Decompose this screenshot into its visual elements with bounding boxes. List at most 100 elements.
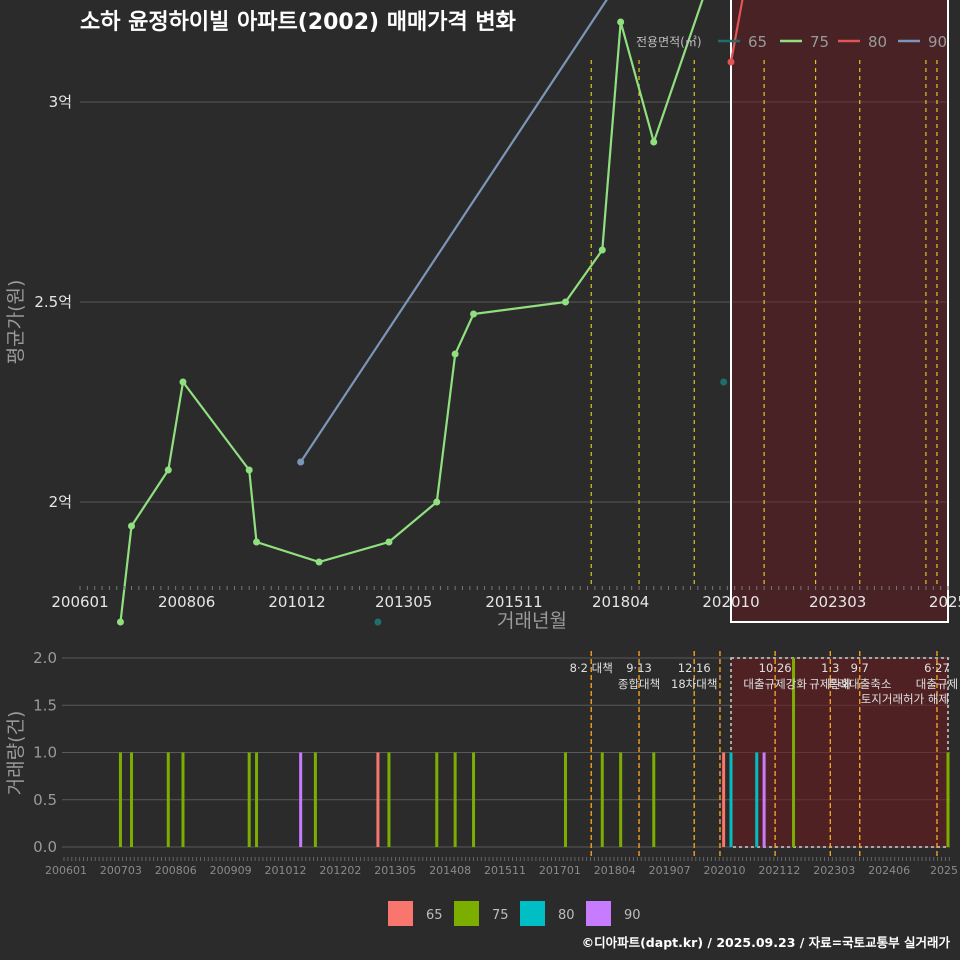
policy-label: 9·13 xyxy=(626,661,652,675)
bar-80 xyxy=(729,752,733,847)
bar-75 xyxy=(946,752,950,847)
top-x-tick-label: 2025 xyxy=(929,593,960,611)
series-80-line xyxy=(729,0,744,63)
bottom-y-axis-title: 거래량(건) xyxy=(5,711,27,796)
series-75-point xyxy=(164,466,172,474)
bar-75 xyxy=(387,752,391,847)
policy-label: 종합대책 xyxy=(618,677,660,691)
series-75-point xyxy=(470,310,478,318)
bottom-y-tick-label: 2.0 xyxy=(33,649,57,667)
top-x-tick-label: 201804 xyxy=(592,593,649,611)
bottom-legend-swatch-90 xyxy=(586,901,611,926)
series-75-point xyxy=(598,246,606,254)
series-75-point xyxy=(315,558,323,566)
policy-label: 특례대출축소 xyxy=(828,677,891,691)
policy-label: 9·7 xyxy=(851,661,869,675)
bar-80 xyxy=(755,752,759,847)
bottom-legend-swatch-75 xyxy=(454,901,479,926)
legend-label-90: 90 xyxy=(928,33,947,51)
bottom-legend-swatch-80 xyxy=(520,901,545,926)
bar-75 xyxy=(472,752,476,847)
series-90-point xyxy=(297,458,305,466)
top-y-axis-title: 평균가(원) xyxy=(5,280,27,365)
bottom-legend-swatch-65 xyxy=(388,901,413,926)
bottom-x-tick-label: 201907 xyxy=(649,864,691,877)
policy-label: 10·26 xyxy=(759,661,792,675)
bar-75 xyxy=(435,752,439,847)
bottom-x-tick-label: 201408 xyxy=(429,864,471,877)
top-x-axis-title: 거래년월 xyxy=(497,610,567,632)
legend-title: 전용면적(㎡) xyxy=(636,35,702,49)
policy-label: 6·27 xyxy=(924,661,950,675)
bar-75 xyxy=(129,752,133,847)
top-x-tick-label: 201305 xyxy=(375,593,432,611)
bottom-bars xyxy=(118,658,950,847)
bottom-legend-label-75: 75 xyxy=(492,908,509,923)
top-highlight-region xyxy=(730,0,949,623)
series-75-point xyxy=(385,538,393,546)
series-90-line xyxy=(299,0,608,463)
bar-90 xyxy=(299,752,303,847)
bottom-x-tick-label: 201305 xyxy=(374,864,416,877)
legend-label-65: 65 xyxy=(748,33,767,51)
policy-label: 12·16 xyxy=(678,661,711,675)
bottom-x-tick-label: 201701 xyxy=(539,864,581,877)
top-x-tick-label: 201012 xyxy=(268,593,325,611)
series-75-point xyxy=(433,498,441,506)
policy-label: 18차대책 xyxy=(671,677,717,691)
bar-75 xyxy=(313,752,317,847)
policy-label: 8·2 대책 xyxy=(570,661,613,675)
bottom-x-tick-label: 202303 xyxy=(813,864,855,877)
series-75-point xyxy=(245,466,253,474)
bar-75 xyxy=(118,752,122,847)
bottom-x-tick-label: 201202 xyxy=(319,864,361,877)
bar-75 xyxy=(563,752,567,847)
top-x-axis: 200601 200806 201012 201305 201511 201804 2020… xyxy=(51,586,960,611)
bar-90 xyxy=(762,752,766,847)
legend-label-75: 75 xyxy=(810,33,829,51)
bottom-x-tick-label: 200806 xyxy=(155,864,197,877)
series-75-point xyxy=(561,298,569,306)
series-75-point xyxy=(179,378,187,386)
bottom-legend-label-80: 80 xyxy=(558,908,575,923)
bottom-legend: 65 75 80 90 xyxy=(388,901,641,926)
top-x-tick-label: 202010 xyxy=(702,593,759,611)
bottom-y-tick-label: 1.5 xyxy=(33,696,57,714)
bottom-policy-lines: 8·2 대책 9·13 종합대책 12·16 18차대책 10·26 대출규제강화 1·3 규제… xyxy=(570,651,958,857)
top-gridlines xyxy=(80,101,948,503)
bar-75 xyxy=(453,752,457,847)
bottom-x-tick-label: 202010 xyxy=(704,864,746,877)
bottom-x-tick-label: 201804 xyxy=(594,864,636,877)
series-75-point xyxy=(650,138,658,146)
series-75-point xyxy=(127,522,135,530)
bottom-x-tick-label: 200909 xyxy=(210,864,252,877)
footer-credit: ©디아파트(dapt.kr) / 2025.09.23 / 자료=국토교통부 실… xyxy=(582,935,951,950)
chart-title: 소하 윤정하이빌 아파트(2002) 매매가격 변화 xyxy=(80,10,516,35)
series-80-point xyxy=(727,58,735,66)
bar-65 xyxy=(376,752,380,847)
series-65-point xyxy=(374,618,382,626)
bottom-x-tick-label: 201012 xyxy=(265,864,307,877)
extra-policy-label: 토지거래허가 해제 xyxy=(861,692,949,706)
bar-75 xyxy=(600,752,604,847)
top-highlight-box xyxy=(730,0,949,623)
top-y-tick-label: 3억 xyxy=(49,93,72,111)
bottom-x-tick-label: 201511 xyxy=(484,864,526,877)
bottom-x-tick-label: 2025 xyxy=(930,864,958,877)
series-75-point xyxy=(617,18,625,26)
series-75-point xyxy=(451,350,459,358)
bar-65 xyxy=(722,752,726,847)
bar-75 xyxy=(652,752,656,847)
bottom-legend-label-90: 90 xyxy=(624,908,641,923)
bar-75 xyxy=(181,752,185,847)
bottom-y-tick-label: 1.0 xyxy=(33,744,57,762)
bottom-x-tick-label: 202406 xyxy=(868,864,910,877)
top-legend: 전용면적(㎡) 65 75 80 90 xyxy=(636,33,947,51)
top-y-tick-label: 2억 xyxy=(49,493,72,511)
policy-label: 대출규제강화 xyxy=(743,677,807,691)
policy-label: 규제완화 xyxy=(809,677,852,691)
bar-75 xyxy=(792,658,796,847)
bar-75 xyxy=(247,752,251,847)
bottom-highlight-region xyxy=(730,657,949,848)
